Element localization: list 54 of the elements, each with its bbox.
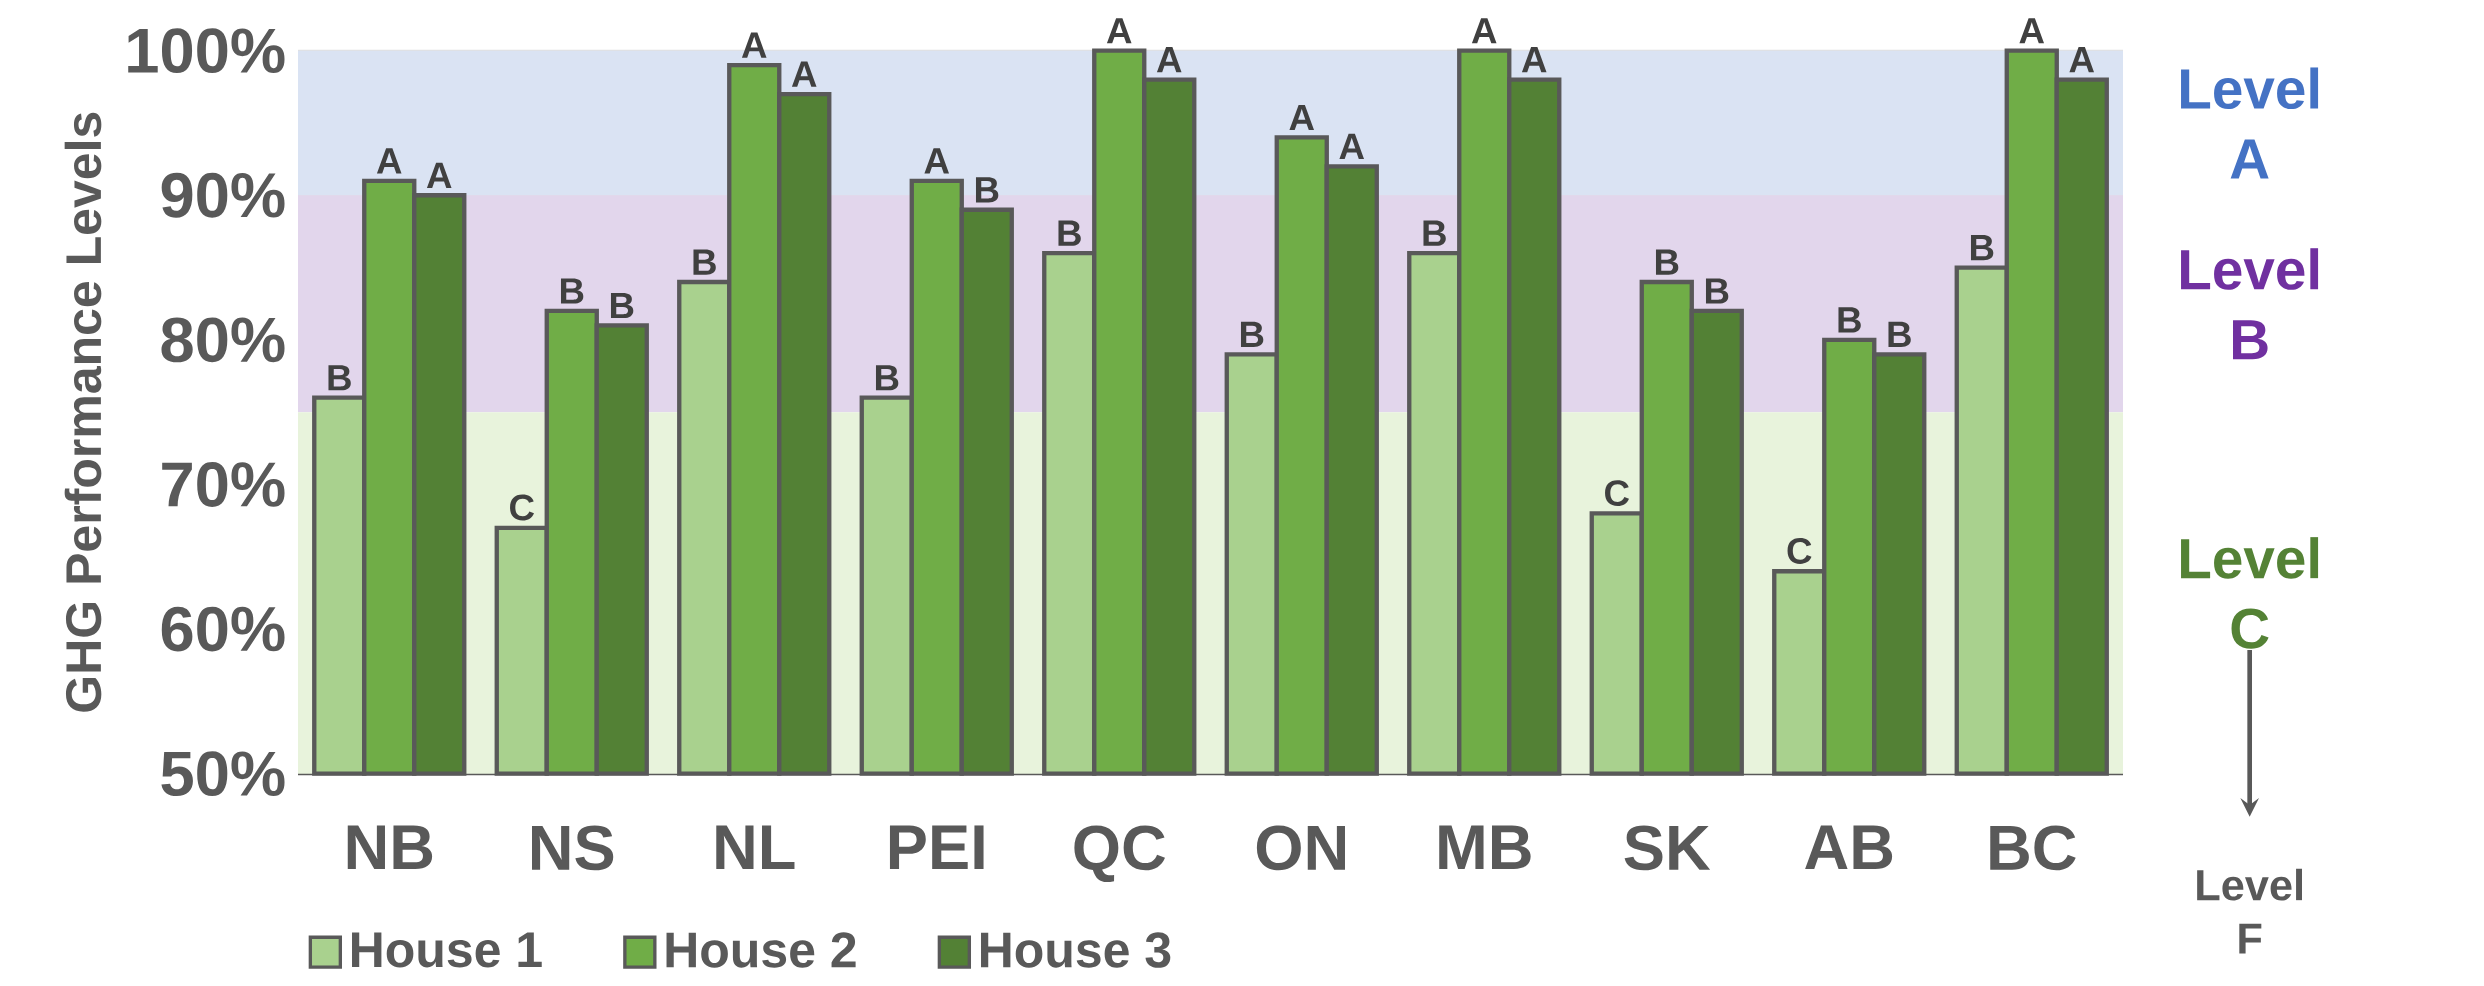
data-label: A bbox=[1339, 134, 1365, 160]
x-tick-label: NL bbox=[716, 825, 795, 870]
y-tick-label: 80% bbox=[161, 317, 285, 363]
x-tick-label: AB bbox=[1805, 825, 1893, 870]
data-label: C bbox=[1605, 480, 1629, 507]
data-label: A bbox=[791, 61, 817, 87]
data-label: B bbox=[328, 365, 351, 391]
data-label: B bbox=[610, 293, 634, 319]
data-label: B bbox=[1705, 278, 1729, 304]
data-label: C bbox=[1787, 538, 1812, 565]
x-tick-label: MB bbox=[1439, 825, 1531, 870]
legend-label: House 2 bbox=[666, 932, 856, 968]
y-tick-label: 90% bbox=[161, 173, 285, 218]
legend-label: House 3 bbox=[981, 932, 1171, 968]
y-axis-title: GHG Performance Levels bbox=[64, 113, 102, 712]
legend-label: House 1 bbox=[352, 932, 542, 968]
data-label: B bbox=[1240, 322, 1264, 348]
data-label: A bbox=[1289, 105, 1315, 131]
data-label: A bbox=[1471, 18, 1497, 44]
data-label: B bbox=[560, 278, 584, 304]
data-label: B bbox=[1838, 307, 1861, 333]
data-label: A bbox=[1521, 47, 1547, 73]
x-tick-label: PEI bbox=[889, 825, 984, 870]
data-label: B bbox=[1423, 220, 1446, 247]
y-tick-label: 60% bbox=[161, 606, 285, 652]
text: Level F bbox=[2197, 869, 2303, 954]
x-tick-label: QC bbox=[1074, 825, 1165, 883]
data-label: B bbox=[693, 249, 716, 275]
band-label: Level B bbox=[2181, 248, 2319, 360]
data-label: A bbox=[2069, 47, 2095, 73]
data-label: A bbox=[1106, 18, 1132, 44]
x-tick-label: NS bbox=[532, 825, 614, 871]
data-label: A bbox=[741, 32, 767, 59]
data-label: B bbox=[975, 177, 999, 203]
data-label: B bbox=[1655, 249, 1679, 275]
data-label: B bbox=[875, 365, 899, 391]
band-label: Level A bbox=[2181, 67, 2319, 179]
x-tick-label: SK bbox=[1624, 825, 1711, 871]
data-label: B bbox=[1970, 235, 1994, 261]
data-label: B bbox=[1888, 322, 1911, 348]
x-tick-label: NB bbox=[347, 825, 433, 870]
x-tick-label: BC bbox=[1990, 825, 2076, 871]
y-tick-label: 70% bbox=[162, 462, 285, 508]
data-label: C bbox=[510, 494, 534, 521]
data-label: A bbox=[924, 148, 950, 174]
data-label: A bbox=[1156, 47, 1182, 73]
y-tick-label: 50% bbox=[161, 751, 285, 797]
data-label: A bbox=[426, 162, 452, 189]
data-label: B bbox=[1058, 220, 1081, 247]
band-label: Level C bbox=[2181, 537, 2319, 649]
x-tick-label: ON bbox=[1256, 825, 1345, 871]
y-tick-label: 100% bbox=[128, 28, 285, 74]
data-label: A bbox=[2019, 18, 2045, 44]
data-label: A bbox=[376, 148, 402, 174]
